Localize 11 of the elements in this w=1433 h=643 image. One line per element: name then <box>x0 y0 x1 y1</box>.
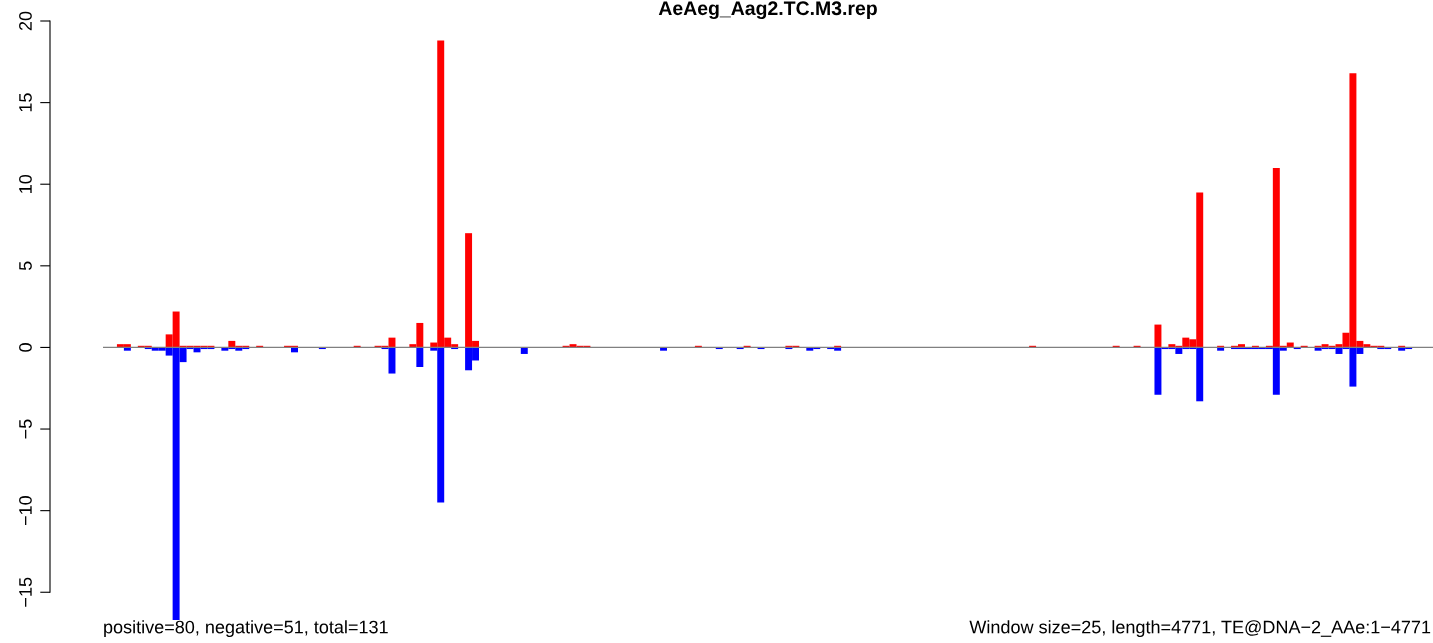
y-tick-label: −10 <box>19 496 32 526</box>
text: Window size=25, length=4771, TE@DNA−2_AAe:1−4771 <box>969 620 1431 637</box>
y-tick-label: 5 <box>19 261 32 271</box>
y-tick-label: −15 <box>19 577 32 607</box>
y-tick-label: 10 <box>19 174 32 193</box>
chart-title: AeAeg_Aag2.TC.M3.rep <box>658 1 877 20</box>
y-tick-label: 20 <box>19 11 32 31</box>
y-tick-label: 15 <box>19 93 32 112</box>
y-tick-label: 0 <box>19 343 32 352</box>
text: positive=80, negative=51, total=131 <box>104 620 388 637</box>
y-tick-label: −5 <box>19 419 32 439</box>
